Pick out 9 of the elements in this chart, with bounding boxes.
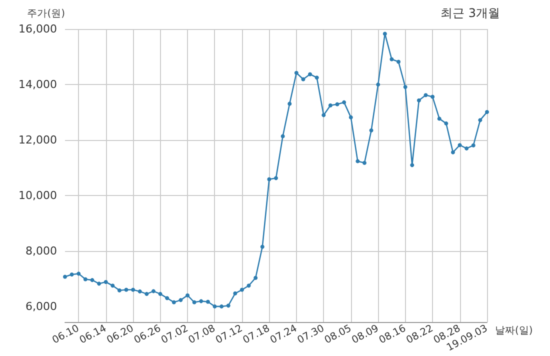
y-tick-label: 6,000	[26, 300, 57, 314]
y-axis-title: 주가(원)	[27, 8, 66, 20]
y-tick-label: 16,000	[18, 22, 57, 36]
chart-title: 최근 3개월	[440, 6, 500, 20]
y-tick-label: 14,000	[18, 78, 57, 92]
x-axis-title: 날짜(일)	[495, 326, 533, 336]
y-tick-label: 8,000	[26, 244, 57, 258]
y-tick-label: 12,000	[18, 134, 57, 147]
y-tick-label: 10,000	[18, 189, 57, 202]
